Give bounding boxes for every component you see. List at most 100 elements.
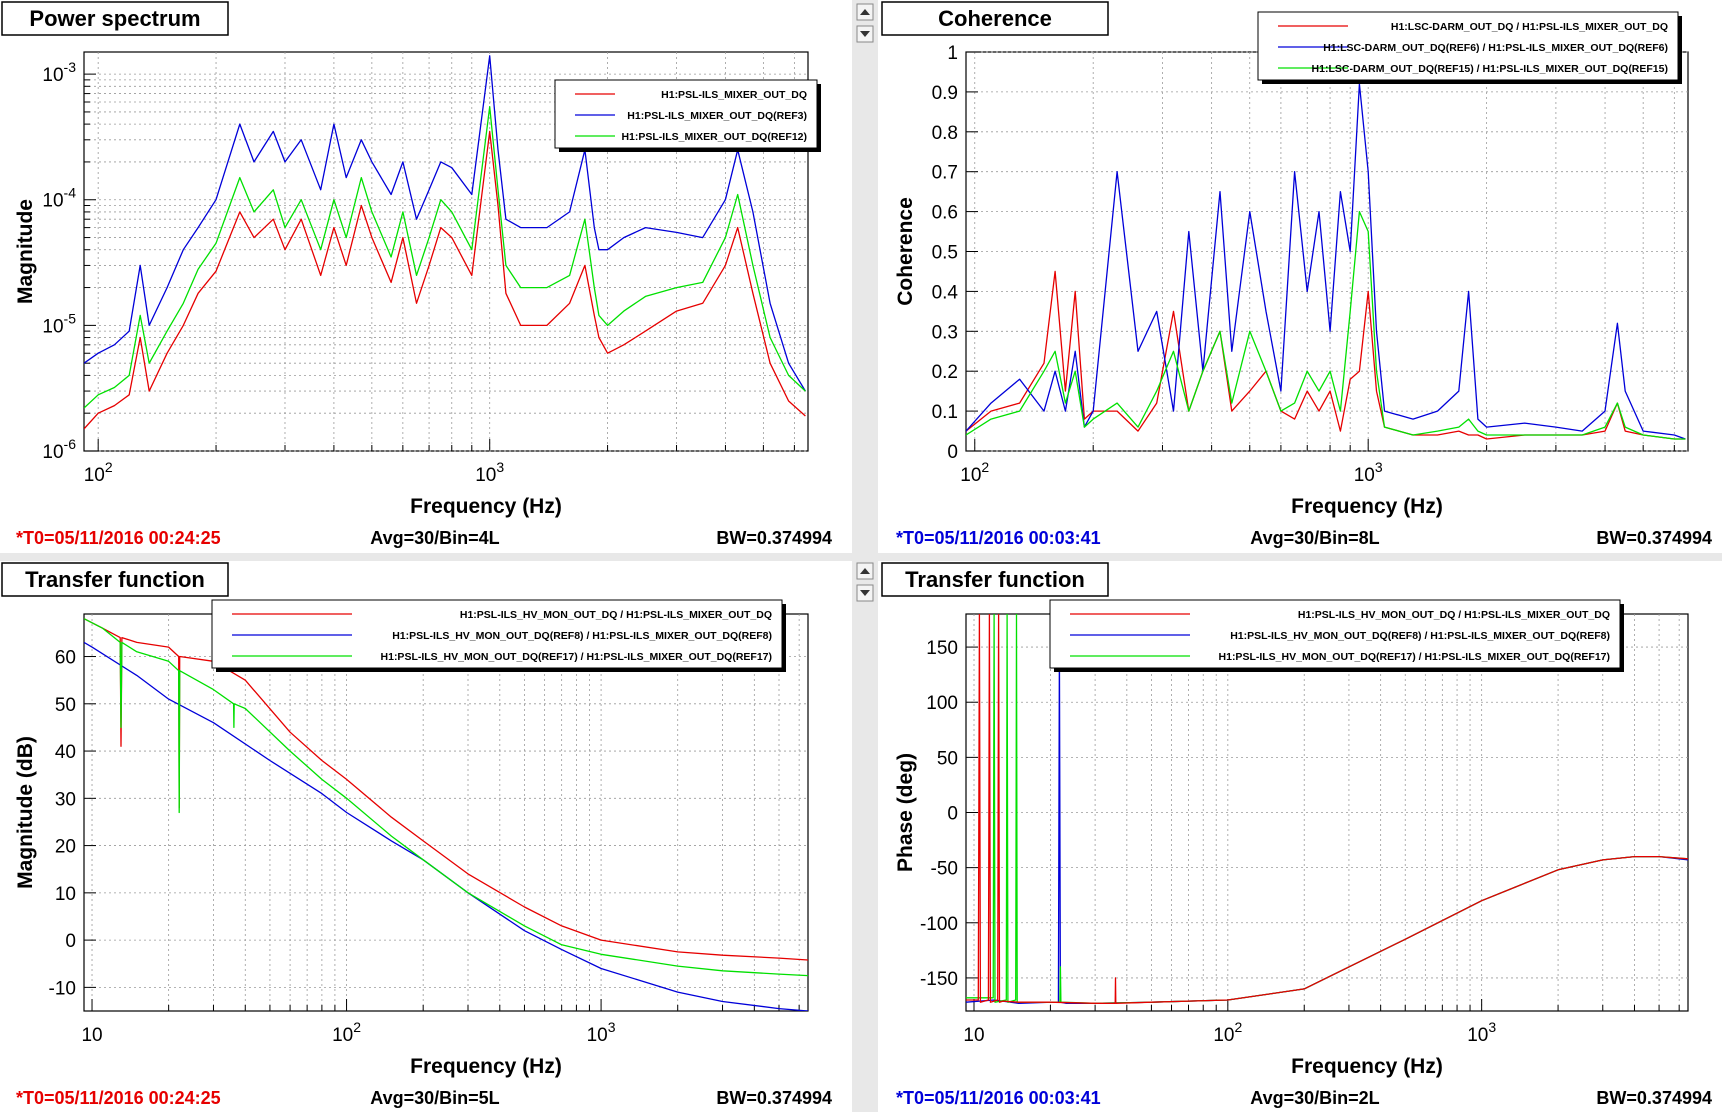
bottom-up-arrow-button[interactable]	[856, 562, 874, 580]
legend-box	[1257, 11, 1679, 81]
legend-entry: H1:LSC-DARM_OUT_DQ / H1:PSL-ILS_MIXER_OU…	[1391, 21, 1668, 33]
y-tick-label: 0.5	[932, 243, 958, 264]
y-tick-label: 0.2	[932, 362, 958, 383]
x-tick-label: 102	[1213, 1019, 1242, 1046]
x-axis-label: Frequency (Hz)	[410, 495, 562, 518]
x-tick-label: 102	[84, 459, 113, 486]
legend-entry: H1:PSL-ILS_HV_MON_OUT_DQ(REF8) / H1:PSL-…	[1230, 630, 1610, 642]
footer-avg: Avg=30/Bin=8L	[1250, 528, 1379, 548]
footer-t0: *T0=05/11/2016 00:03:41	[896, 528, 1101, 548]
y-tick-label: 0.3	[932, 322, 958, 343]
x-tick-label: 102	[332, 1019, 361, 1046]
tick-labels: 10 102 103 -150 -100 -50 0 50 100 150	[920, 638, 1496, 1046]
footer-t0: *T0=05/11/2016 00:24:25	[16, 528, 221, 548]
title-box	[881, 1, 1109, 36]
bottom-down-arrow-icon[interactable]	[860, 590, 870, 596]
top-down-arrow-button[interactable]	[856, 25, 874, 43]
series-line-1	[84, 618, 808, 961]
y-tick-label: 10-6	[42, 436, 76, 463]
legend-entry: H1:PSL-ILS_HV_MON_OUT_DQ / H1:PSL-ILS_MI…	[460, 609, 772, 621]
tick-labels: 10 102 103 -10 0 10 20 30 40 50 60	[49, 648, 616, 1046]
y-tick-label: 150	[926, 638, 958, 659]
series-group	[966, 614, 1688, 1004]
y-tick-label: -100	[920, 914, 958, 935]
y-tick-label: 10	[55, 884, 76, 905]
title-box	[1, 562, 229, 597]
bottom-up-arrow-icon[interactable]	[860, 568, 870, 574]
series-line-2	[84, 641, 808, 1011]
series-line-3	[84, 618, 808, 977]
footer-bw: BW=0.374994	[1596, 528, 1712, 548]
footer-avg: Avg=30/Bin=4L	[370, 528, 499, 548]
footer-bw: BW=0.374994	[716, 1088, 832, 1108]
y-axis-label: Magnitude (dB)	[14, 736, 37, 889]
x-tick-label: 10	[81, 1025, 102, 1046]
grid	[966, 51, 1688, 452]
y-tick-label: 0.4	[932, 282, 959, 303]
top-up-arrow-icon[interactable]	[860, 9, 870, 15]
legend-entry: H1:PSL-ILS_HV_MON_OUT_DQ(REF17) / H1:PSL…	[1219, 651, 1610, 663]
y-axis-label: Phase (deg)	[894, 753, 917, 872]
footer-bw: BW=0.374994	[716, 528, 832, 548]
y-tick-label: 40	[55, 742, 76, 763]
tick-labels: 102 103 10-6 10-5 10-4 10-3	[42, 59, 504, 486]
plot-panel-3: Transfer function 10 102 103 -10 0 10 20 30 40 50 6…	[1, 562, 832, 1108]
y-tick-label: 20	[55, 837, 76, 858]
x-tick-label: 103	[1354, 459, 1383, 486]
title-box	[1, 1, 229, 36]
legend-box	[1049, 599, 1621, 669]
grid	[966, 614, 1688, 1011]
footer-avg: Avg=30/Bin=2L	[1250, 1088, 1379, 1108]
horizontal-splitter[interactable]	[0, 553, 1722, 561]
y-tick-label: 50	[937, 748, 958, 769]
y-tick-label: 0.9	[932, 83, 958, 104]
series-group	[84, 618, 808, 1011]
x-axis-label: Frequency (Hz)	[1291, 1055, 1443, 1078]
legend-entry: H1:PSL-ILS_MIXER_OUT_DQ(REF3)	[627, 110, 807, 122]
top-down-arrow-icon[interactable]	[860, 31, 870, 37]
x-axis-label: Frequency (Hz)	[410, 1055, 562, 1078]
y-axis-label: Coherence	[894, 197, 917, 306]
x-tick-label: 103	[1467, 1019, 1496, 1046]
x-tick-label: 10	[963, 1025, 984, 1046]
plot-frame	[83, 613, 809, 1012]
series-line-1	[84, 130, 806, 430]
legend: H1:PSL-ILS_HV_MON_OUT_DQ / H1:PSL-ILS_MI…	[1049, 599, 1624, 672]
y-axis-label: Magnitude	[14, 199, 37, 304]
y-tick-label: 0	[947, 442, 958, 463]
y-tick-label: 10-4	[42, 185, 76, 212]
y-tick-label: 0.6	[932, 203, 958, 224]
bottom-down-arrow-button[interactable]	[856, 584, 874, 602]
footer-t0: *T0=05/11/2016 00:03:41	[896, 1088, 1101, 1108]
y-tick-label: 1	[947, 43, 958, 64]
plot-panel-1: Power spectrum 102 103 10-6 10-5 10-4 10-3 Freq…	[1, 1, 832, 548]
footer-bw: BW=0.374994	[1596, 1088, 1712, 1108]
top-up-arrow-button[interactable]	[856, 3, 874, 21]
legend-entry: H1:PSL-ILS_MIXER_OUT_DQ	[661, 89, 807, 101]
legend-entry: H1:PSL-ILS_MIXER_OUT_DQ(REF12)	[621, 131, 807, 143]
panel-title: Transfer function	[905, 567, 1085, 592]
y-tick-label: 10-5	[42, 310, 76, 337]
y-tick-label: 10-3	[42, 59, 76, 86]
y-tick-label: -150	[920, 969, 958, 990]
y-tick-label: -50	[931, 859, 958, 880]
y-tick-label: 0	[947, 804, 958, 825]
panel-title: Coherence	[938, 6, 1052, 31]
y-tick-label: 0.8	[932, 123, 958, 144]
series-line-3	[966, 210, 1686, 440]
legend: H1:PSL-ILS_HV_MON_OUT_DQ / H1:PSL-ILS_MI…	[211, 599, 786, 672]
legend: H1:LSC-DARM_OUT_DQ / H1:PSL-ILS_MIXER_OU…	[1257, 11, 1682, 84]
grid	[84, 614, 808, 1011]
y-tick-label: 100	[926, 693, 958, 714]
legend: H1:PSL-ILS_MIXER_OUT_DQ H1:PSL-ILS_MIXER_…	[554, 79, 821, 152]
legend-entry: H1:LSC-DARM_OUT_DQ(REF15) / H1:PSL-ILS_M…	[1312, 63, 1668, 75]
series-line-2	[966, 83, 1686, 440]
legend-entry: H1:PSL-ILS_HV_MON_OUT_DQ(REF8) / H1:PSL-…	[392, 630, 772, 642]
y-tick-label: 50	[55, 695, 76, 716]
title-box	[881, 562, 1109, 597]
panel-title: Power spectrum	[29, 6, 200, 31]
plot-panel-2: Coherence 102 103 0 0.1 0.2 0.3 0.4 0.5 0.6 0.7 0.8…	[881, 1, 1712, 548]
y-tick-label: -10	[49, 978, 76, 999]
